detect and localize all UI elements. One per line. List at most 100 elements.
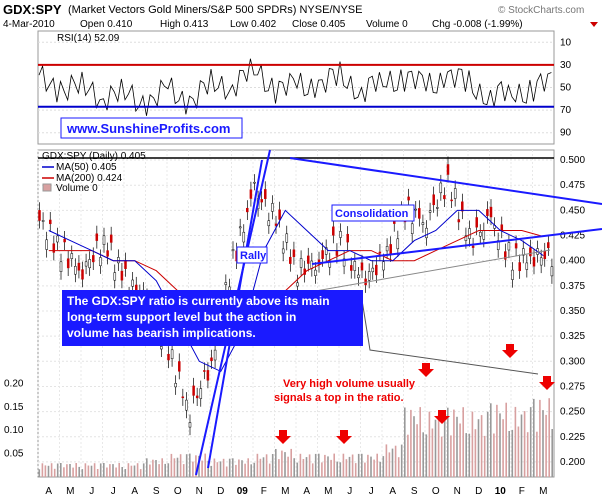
volume-legend-swatch (42, 183, 52, 192)
volume-bar (367, 454, 369, 477)
volume-bar (155, 460, 157, 477)
volume-bar (471, 411, 474, 477)
candle-body (547, 242, 550, 249)
volume-bar (324, 454, 326, 477)
x-tick-label: F (519, 486, 525, 497)
red-arrow-icon (336, 430, 352, 444)
x-tick-label: O (432, 486, 440, 497)
candle-body (539, 257, 543, 266)
candle-body (117, 257, 120, 264)
volume-bar (400, 444, 403, 477)
volume-bar (502, 419, 504, 477)
volume-bar (130, 465, 133, 477)
candle-body (450, 199, 453, 202)
volume-bar (278, 459, 280, 477)
candle-body (464, 235, 468, 241)
volume-bar (373, 459, 375, 477)
candle-body (353, 261, 357, 271)
volume-bar (450, 435, 452, 477)
consolidation-lower-line (311, 228, 602, 265)
candle-body (41, 220, 45, 222)
volume-bar (53, 468, 56, 477)
volume-bar (216, 462, 219, 477)
volume-bar (213, 458, 216, 477)
volume-bars (38, 398, 553, 477)
candle-body (350, 265, 353, 271)
candle-body (514, 243, 518, 249)
volume-bar (253, 462, 256, 477)
volume-bar (84, 463, 87, 477)
volume-bar (361, 453, 363, 477)
candle-body (360, 262, 364, 271)
candle-body (59, 261, 63, 272)
candle-body (246, 207, 249, 213)
volume-bar (78, 466, 80, 477)
volume-bar (327, 456, 329, 477)
volume-bar (201, 460, 203, 477)
volume-bar (290, 448, 292, 477)
volume-bar (115, 467, 117, 477)
candle-body (475, 217, 478, 228)
volume-bar (47, 465, 50, 477)
volume-bar (81, 469, 84, 477)
candle-body (507, 242, 511, 251)
volume-bar (379, 461, 381, 477)
copyright-label: © StockCharts.com (498, 5, 584, 16)
candle-body (471, 245, 475, 248)
volume-bar (182, 464, 185, 477)
volume-bar (496, 404, 498, 477)
candle-body (421, 222, 425, 225)
volume-bar (44, 465, 47, 477)
volume-bar (339, 462, 342, 477)
volume-bar (207, 460, 209, 477)
volume-bar (407, 434, 409, 477)
volume-bar (198, 455, 200, 477)
candle-body (131, 279, 134, 287)
candle-body (231, 249, 235, 252)
candle-body (181, 396, 185, 399)
candle-body (206, 370, 210, 381)
volume-bar (38, 469, 41, 477)
ma200-legend-label: MA(200) 0.424 (56, 173, 123, 184)
price-tick-label: 0.350 (560, 306, 585, 317)
volume-bar (56, 463, 59, 477)
volume-bar (440, 436, 443, 477)
volume-bar (222, 458, 225, 477)
x-tick-label: M (66, 486, 74, 497)
volume-bar (345, 459, 348, 477)
volume-bar (548, 398, 550, 477)
candle-body (38, 210, 41, 221)
x-tick-label: A (131, 486, 138, 497)
volume-bar (376, 453, 378, 477)
candle-body (281, 248, 285, 254)
consolidation-upper-line (289, 157, 602, 205)
candle-body (324, 247, 328, 255)
down-arrow-icon (590, 22, 598, 27)
candle-body (428, 210, 432, 213)
volume-bar (75, 463, 77, 477)
volume-bar (136, 463, 139, 477)
x-tick-label: A (389, 486, 396, 497)
price-axis: 0.200 0.225 0.250 0.275 0.300 0.325 0.350 0.375… (560, 155, 585, 468)
candle-body (396, 238, 400, 250)
x-tick-label: S (411, 486, 418, 497)
volume-bar (219, 461, 222, 477)
volume-bar (96, 469, 99, 477)
candle-body (425, 227, 428, 239)
candle-body (518, 262, 521, 272)
candle-body (106, 250, 109, 257)
consolidation-box (331, 204, 415, 222)
website-label: www.SunshineProfits.com (66, 121, 230, 136)
volume-bar (109, 464, 111, 477)
candle-body (185, 399, 188, 411)
volume-bar (232, 458, 234, 477)
volume-bar (296, 462, 299, 477)
x-tick-label: J (369, 486, 374, 497)
volume-bar (480, 415, 483, 477)
price-tick-label: 0.225 (560, 432, 585, 443)
volume-bar (443, 412, 446, 477)
volume-bar (250, 464, 252, 477)
candle-body (45, 239, 48, 250)
candle-body (88, 259, 91, 269)
volume-bar (179, 454, 182, 477)
